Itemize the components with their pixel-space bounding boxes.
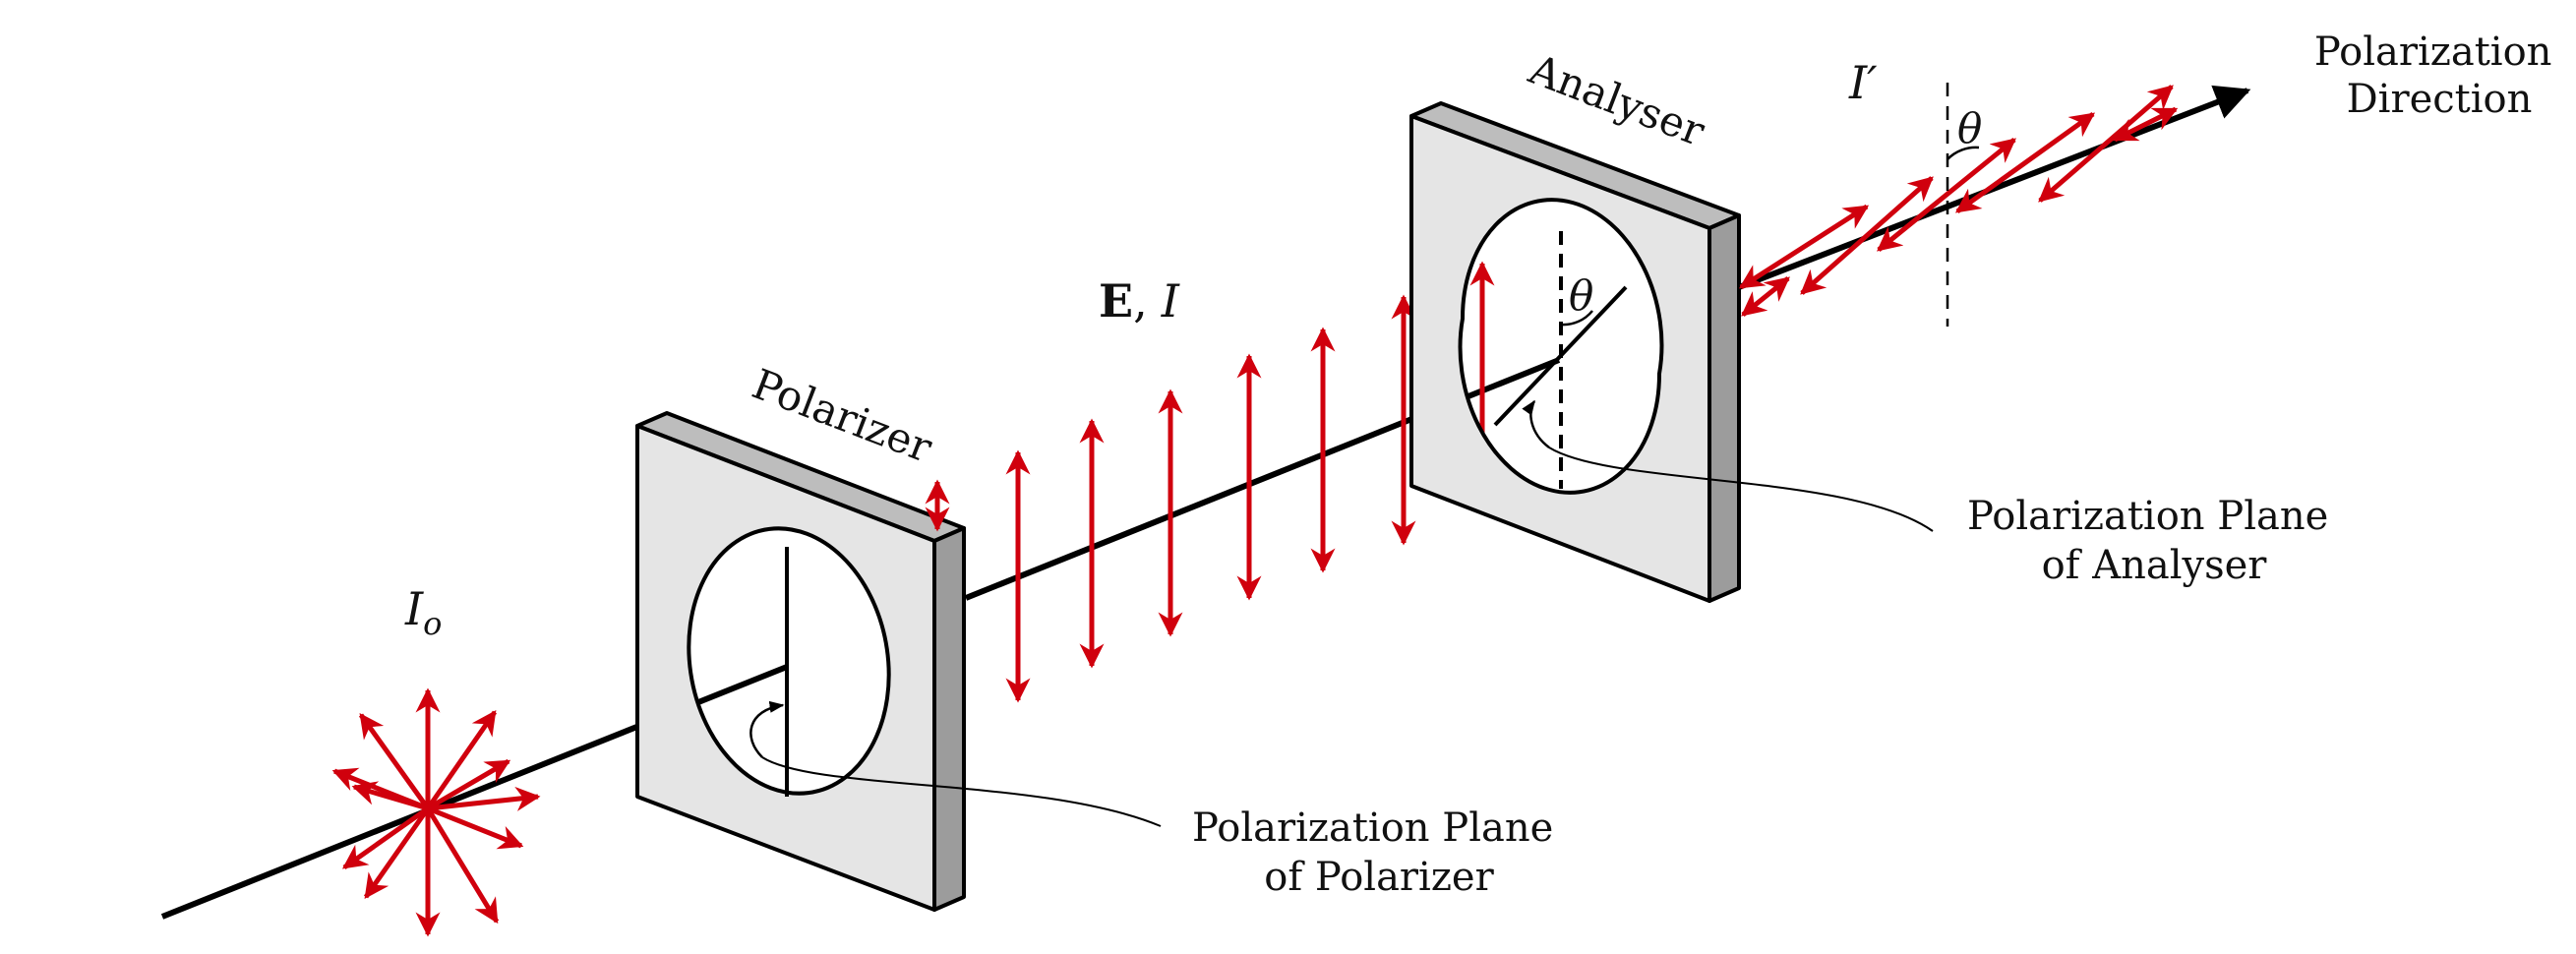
unpolarized-arrow [427, 805, 524, 850]
analyser-label: Analyser [1522, 44, 1711, 155]
unpolarized-light-arrows-icon [331, 687, 541, 937]
analyser-theta-label: θ [1569, 271, 1593, 320]
unpolarized-arrow [341, 805, 430, 870]
unpolarized-arrow [363, 806, 431, 900]
unpolarized-arrow [351, 781, 429, 811]
unpolarized-arrow [427, 786, 541, 811]
analyser-plane-label: Polarization Plane of Analyser [1967, 494, 2341, 588]
unpolarized-arrow [426, 758, 511, 811]
analyser-side-edge [1707, 213, 1741, 603]
analyser-leader-line [1548, 447, 1934, 532]
unpolarized-arrow [425, 709, 498, 810]
unpolarized-arrow [425, 806, 500, 924]
vertical-polarization-arrows-icon [925, 261, 1495, 703]
tilted-polarization-arrows-icon [1738, 85, 2179, 317]
polarization-direction-label: Polarization Direction [2314, 30, 2564, 122]
field-intensity-label: E, I [1099, 274, 1180, 328]
polarizer-plate [635, 411, 1162, 912]
unpolarized-arrow [358, 712, 431, 810]
analyser-plate [1409, 101, 1934, 603]
output-theta-arc [1947, 146, 1980, 160]
polarizer-side-edge [932, 526, 966, 912]
source-intensity-label: Io [404, 582, 442, 642]
output-intensity-label: I′ [1848, 56, 1878, 109]
output-beam [1737, 85, 2251, 290]
polarizer-leader-line [761, 756, 1162, 827]
analyser-theta-arc [1560, 310, 1593, 327]
tilted-polarization-arrow [2112, 106, 2179, 143]
analyser-face [1409, 114, 1711, 603]
analyser-plane-line [1493, 285, 1628, 427]
tilted-polarization-arrow [2038, 85, 2174, 203]
polarizer-angle-arrow [749, 700, 785, 758]
output-theta-label: θ [1957, 104, 1982, 152]
polarizer-face [635, 424, 936, 912]
polarizer-plane-label: Polarization Plane of Polarizer [1192, 805, 1566, 900]
analyser-angle-arrow [1522, 399, 1550, 448]
